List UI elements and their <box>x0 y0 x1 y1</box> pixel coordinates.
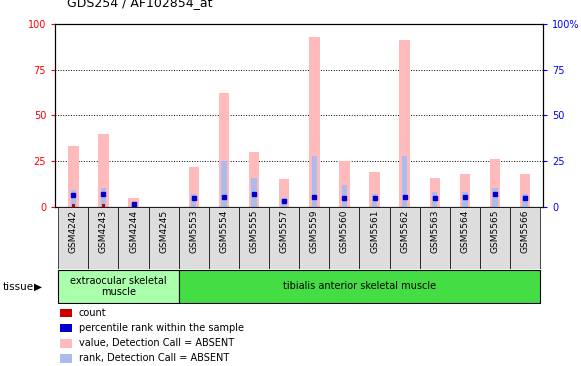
Text: GSM5554: GSM5554 <box>220 210 228 253</box>
Bar <box>209 207 239 269</box>
Bar <box>370 172 380 207</box>
Bar <box>128 198 139 207</box>
Bar <box>131 203 136 207</box>
Bar <box>132 204 135 207</box>
Bar <box>279 179 289 207</box>
Bar <box>299 207 329 269</box>
Bar <box>98 134 109 207</box>
Text: rank, Detection Call = ABSENT: rank, Detection Call = ABSENT <box>78 354 229 363</box>
Bar <box>360 207 390 269</box>
Bar <box>490 159 500 207</box>
Bar <box>339 161 350 207</box>
Bar <box>524 198 526 207</box>
Bar <box>60 324 72 332</box>
Text: GSM5559: GSM5559 <box>310 210 319 253</box>
Bar <box>239 207 269 269</box>
Text: GSM5557: GSM5557 <box>279 210 289 253</box>
Bar <box>88 207 119 269</box>
Bar <box>119 207 149 269</box>
Text: GSM4243: GSM4243 <box>99 210 108 253</box>
Bar <box>249 152 259 207</box>
Text: count: count <box>78 308 106 318</box>
Bar <box>71 204 75 207</box>
Text: GSM4242: GSM4242 <box>69 210 78 253</box>
Bar <box>480 207 510 269</box>
Bar <box>102 204 105 207</box>
Bar <box>72 195 74 207</box>
Text: GSM5564: GSM5564 <box>460 210 469 253</box>
Text: GSM5555: GSM5555 <box>249 210 259 253</box>
Bar <box>372 194 377 207</box>
Text: ▶: ▶ <box>34 281 42 292</box>
Bar <box>58 207 88 269</box>
Bar <box>218 93 229 207</box>
Bar <box>309 37 320 207</box>
Text: GSM5563: GSM5563 <box>431 210 439 253</box>
Bar <box>281 198 287 207</box>
Bar <box>522 194 528 207</box>
Bar <box>283 201 285 207</box>
Bar <box>179 270 540 303</box>
Bar <box>399 40 410 207</box>
Bar <box>68 146 78 207</box>
Bar <box>179 207 209 269</box>
Bar <box>188 167 199 207</box>
Bar <box>191 194 196 207</box>
Bar <box>403 197 406 207</box>
Bar <box>221 161 227 207</box>
Bar <box>429 178 440 207</box>
Text: GSM5562: GSM5562 <box>400 210 409 253</box>
Bar <box>70 190 76 207</box>
Bar <box>311 156 317 207</box>
Bar <box>132 204 135 207</box>
Bar <box>252 178 257 207</box>
Text: tissue: tissue <box>3 281 34 292</box>
Text: GSM5566: GSM5566 <box>521 210 530 253</box>
Bar <box>432 192 437 207</box>
Text: GSM5561: GSM5561 <box>370 210 379 253</box>
Bar <box>373 198 376 207</box>
Text: GSM5553: GSM5553 <box>189 210 198 253</box>
Bar <box>313 197 315 207</box>
Bar <box>419 207 450 269</box>
Bar <box>269 207 299 269</box>
Bar <box>460 174 470 207</box>
Text: GSM4244: GSM4244 <box>129 210 138 253</box>
Text: extraocular skeletal
muscle: extraocular skeletal muscle <box>70 276 167 297</box>
Text: GSM4245: GSM4245 <box>159 210 168 253</box>
Bar <box>60 354 72 363</box>
Bar <box>390 207 419 269</box>
Bar <box>149 207 179 269</box>
Bar <box>58 270 179 303</box>
Text: GSM5560: GSM5560 <box>340 210 349 253</box>
Text: GSM5565: GSM5565 <box>490 210 500 253</box>
Bar <box>494 194 496 207</box>
Bar <box>329 207 360 269</box>
Bar <box>343 198 346 207</box>
Bar <box>102 194 105 207</box>
Bar <box>342 185 347 207</box>
Bar <box>402 156 407 207</box>
Bar <box>492 188 498 207</box>
Bar <box>520 174 530 207</box>
Bar <box>510 207 540 269</box>
Bar <box>101 188 106 207</box>
Bar <box>464 197 467 207</box>
Bar <box>450 207 480 269</box>
Bar <box>192 198 195 207</box>
Text: GDS254 / AF102854_at: GDS254 / AF102854_at <box>67 0 212 9</box>
Bar <box>462 192 468 207</box>
Bar <box>223 197 225 207</box>
Text: value, Detection Call = ABSENT: value, Detection Call = ABSENT <box>78 338 234 348</box>
Bar <box>433 198 436 207</box>
Bar <box>253 194 256 207</box>
Text: percentile rank within the sample: percentile rank within the sample <box>78 323 243 333</box>
Bar <box>60 309 72 317</box>
Text: tibialis anterior skeletal muscle: tibialis anterior skeletal muscle <box>283 281 436 291</box>
Bar <box>60 339 72 348</box>
